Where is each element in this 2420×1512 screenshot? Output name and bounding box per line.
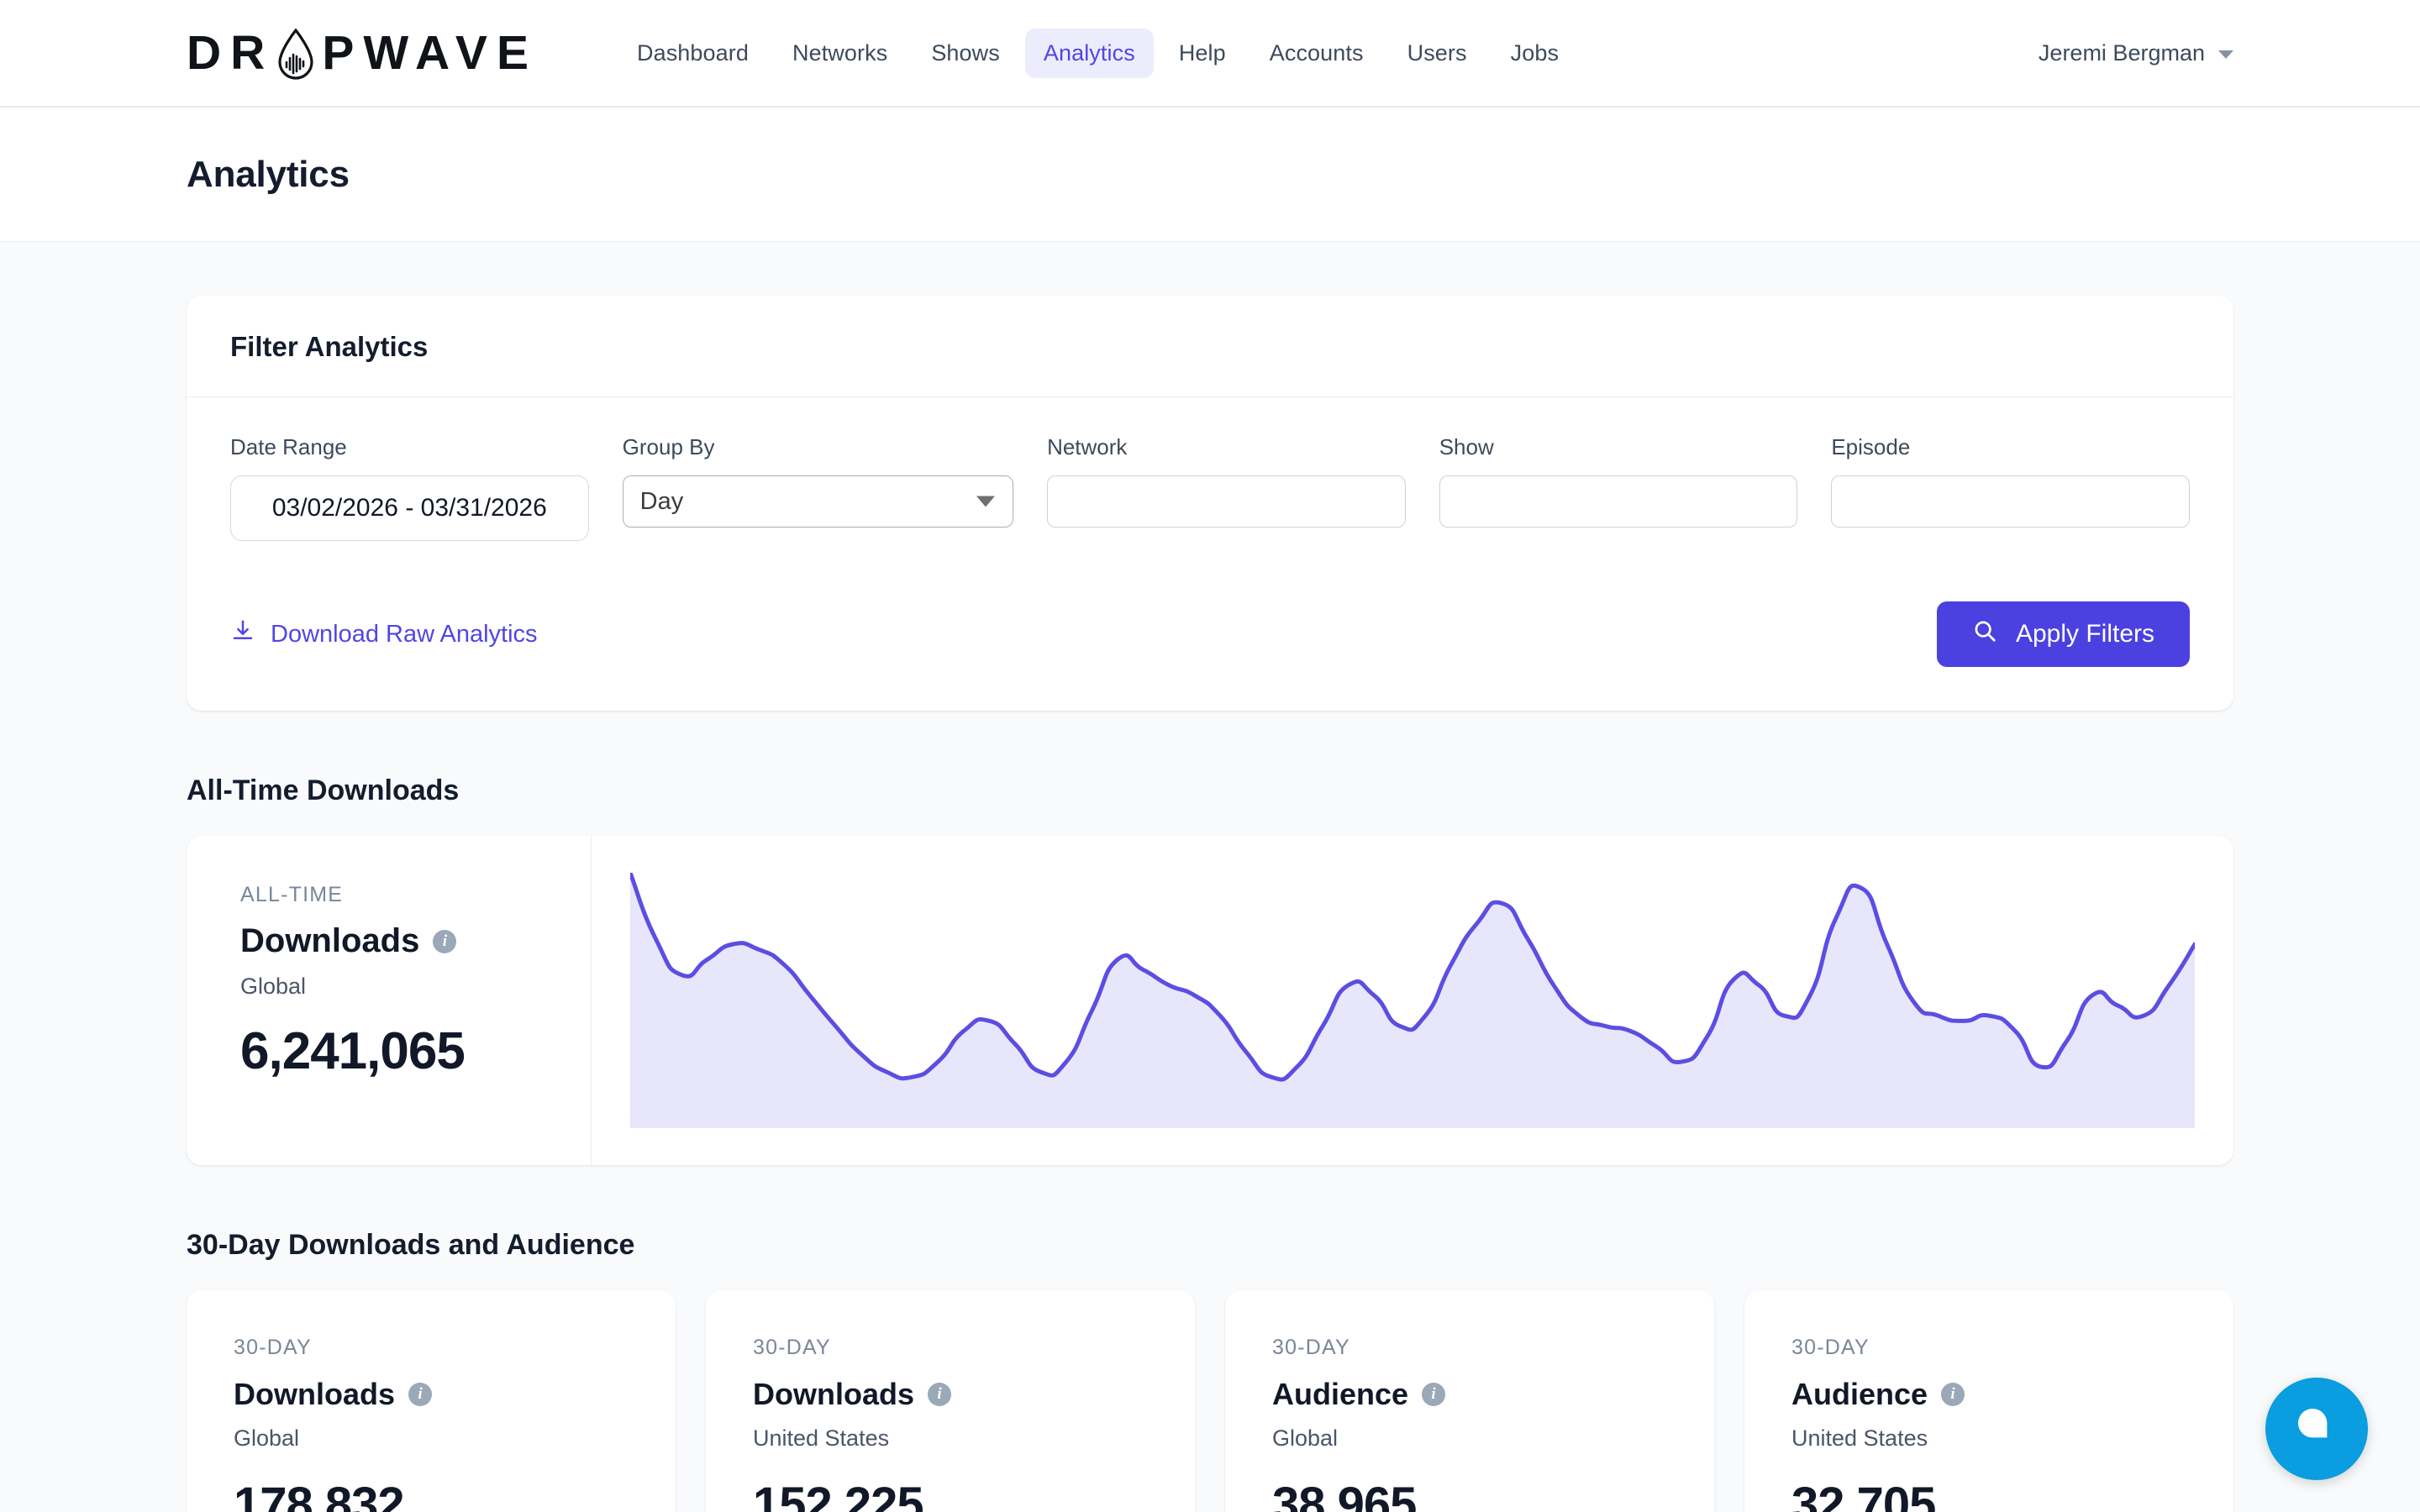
brand-text-left: DR [187, 26, 275, 80]
all-time-metric-value: 6,241,065 [240, 1022, 466, 1080]
stat-metric-value: 178,832 [234, 1478, 405, 1512]
download-icon [230, 618, 255, 650]
stat-metric-scope: Global [234, 1425, 300, 1451]
all-time-kicker: ALL-TIME [240, 883, 344, 906]
field-show: Show [1439, 434, 1798, 528]
stat-metric-value: 152,225 [753, 1478, 924, 1512]
filter-card-body: Date Range Group By Day Network Show [187, 397, 2233, 711]
stat-kicker: 30-DAY [753, 1336, 831, 1359]
group-by-label: Group By [622, 434, 715, 459]
thirty-day-cards-row: 30-DAY Downloads i Global 178,832 30-DAY… [187, 1290, 2233, 1512]
stat-metric-label: Audience [1791, 1377, 1928, 1411]
stat-metric-scope: Global [1272, 1425, 1339, 1451]
all-time-metric-panel: ALL-TIME Downloads i Global 6,241,065 [187, 836, 592, 1165]
info-icon[interactable]: i [433, 929, 457, 953]
nav-item-users[interactable]: Users [1407, 39, 1467, 66]
stat-metric-name: Audience i [1272, 1377, 1714, 1412]
stat-metric-label: Downloads [753, 1377, 915, 1411]
field-group-by: Group By Day [622, 434, 1014, 528]
stat-card-downloads-united-states: 30-DAY Downloads i United States 152,225 [706, 1290, 1195, 1512]
stat-metric-label: Downloads [234, 1377, 396, 1411]
stat-metric-scope: United States [1791, 1425, 1928, 1451]
apply-filters-label: Apply Filters [2015, 620, 2154, 648]
main-content: Filter Analytics Date Range Group By Day… [0, 242, 2420, 1512]
all-time-metric-label: Downloads [240, 922, 420, 959]
brand-text-right: PWAVE [322, 26, 538, 80]
stat-kicker: 30-DAY [1791, 1336, 1870, 1359]
stat-kicker: 30-DAY [1272, 1336, 1350, 1359]
filter-fields-row: Date Range Group By Day Network Show [230, 434, 2190, 541]
group-by-select-wrap: Day [622, 475, 1014, 528]
info-icon[interactable]: i [408, 1383, 433, 1406]
stat-metric-label: Audience [1272, 1377, 1409, 1411]
primary-nav-links: Dashboard Networks Shows Analytics Help … [618, 28, 1577, 78]
page-title: Analytics [187, 153, 350, 195]
nav-item-shows[interactable]: Shows [931, 39, 1000, 66]
user-menu-label: Jeremi Bergman [2038, 39, 2205, 66]
chat-launcher-button[interactable] [2265, 1378, 2368, 1480]
stat-metric-value: 38,965 [1272, 1478, 1417, 1512]
nav-item-networks[interactable]: Networks [792, 39, 888, 66]
stat-metric-name: Downloads i [234, 1377, 676, 1412]
episode-input[interactable] [1831, 475, 2190, 528]
brand-wordmark: DR PWAVE [187, 25, 538, 81]
filter-card-header: Filter Analytics [187, 296, 2233, 397]
user-menu[interactable]: Jeremi Bergman [2039, 40, 2233, 66]
all-time-metric-scope: Global [240, 974, 307, 999]
all-time-sparkline-panel [592, 836, 2233, 1165]
brand-logo[interactable]: DR PWAVE [187, 25, 538, 81]
download-raw-analytics-label: Download Raw Analytics [271, 620, 538, 648]
info-icon[interactable]: i [1941, 1383, 1965, 1406]
top-navigation-bar: DR PWAVE Dashboard Networks [0, 0, 2420, 108]
filter-card-title: Filter Analytics [230, 331, 429, 362]
apply-filters-button[interactable]: Apply Filters [1936, 601, 2190, 667]
date-range-label: Date Range [230, 434, 347, 459]
info-icon[interactable]: i [928, 1383, 952, 1406]
stat-card-downloads-global: 30-DAY Downloads i Global 178,832 [187, 1290, 676, 1512]
stat-metric-name: Downloads i [753, 1377, 1195, 1412]
nav-item-help[interactable]: Help [1178, 39, 1226, 66]
group-by-select[interactable]: Day [622, 475, 1014, 528]
stat-metric-scope: United States [753, 1425, 890, 1451]
episode-label: Episode [1831, 434, 1911, 459]
all-time-metric-name: Downloads i [240, 922, 544, 960]
stat-card-audience-global: 30-DAY Audience i Global 38,965 [1225, 1290, 1714, 1512]
all-time-section-title: All-Time Downloads [187, 774, 460, 806]
field-network: Network [1047, 434, 1406, 528]
stat-kicker: 30-DAY [234, 1336, 312, 1359]
search-icon [1972, 618, 1997, 650]
date-range-input[interactable] [230, 475, 589, 541]
downloads-sparkline-chart [630, 873, 2195, 1128]
nav-item-accounts[interactable]: Accounts [1269, 39, 1364, 66]
stat-card-audience-united-states: 30-DAY Audience i United States 32,705 [1744, 1290, 2233, 1512]
thirty-day-section-title: 30-Day Downloads and Audience [187, 1229, 635, 1261]
field-date-range: Date Range [230, 434, 589, 541]
page-header: Analytics [0, 108, 2420, 242]
show-input[interactable] [1439, 475, 1798, 528]
show-label: Show [1439, 434, 1494, 459]
nav-item-dashboard[interactable]: Dashboard [636, 39, 749, 66]
network-label: Network [1047, 434, 1128, 459]
stat-metric-value: 32,705 [1791, 1478, 1936, 1512]
filter-card-footer: Download Raw Analytics Apply Filters [230, 601, 2190, 667]
nav-item-jobs[interactable]: Jobs [1510, 39, 1560, 66]
network-input[interactable] [1047, 475, 1406, 528]
chevron-down-icon [2218, 50, 2233, 59]
filter-analytics-card: Filter Analytics Date Range Group By Day… [187, 296, 2233, 711]
chat-bubble-icon [2294, 1404, 2339, 1454]
info-icon[interactable]: i [1422, 1383, 1446, 1406]
nav-item-analytics[interactable]: Analytics [1024, 28, 1154, 78]
field-episode: Episode [1831, 434, 2190, 528]
stat-metric-name: Audience i [1791, 1377, 2233, 1412]
download-raw-analytics-link[interactable]: Download Raw Analytics [230, 618, 538, 650]
droplet-icon [276, 28, 316, 81]
all-time-downloads-card: ALL-TIME Downloads i Global 6,241,065 [187, 836, 2233, 1165]
